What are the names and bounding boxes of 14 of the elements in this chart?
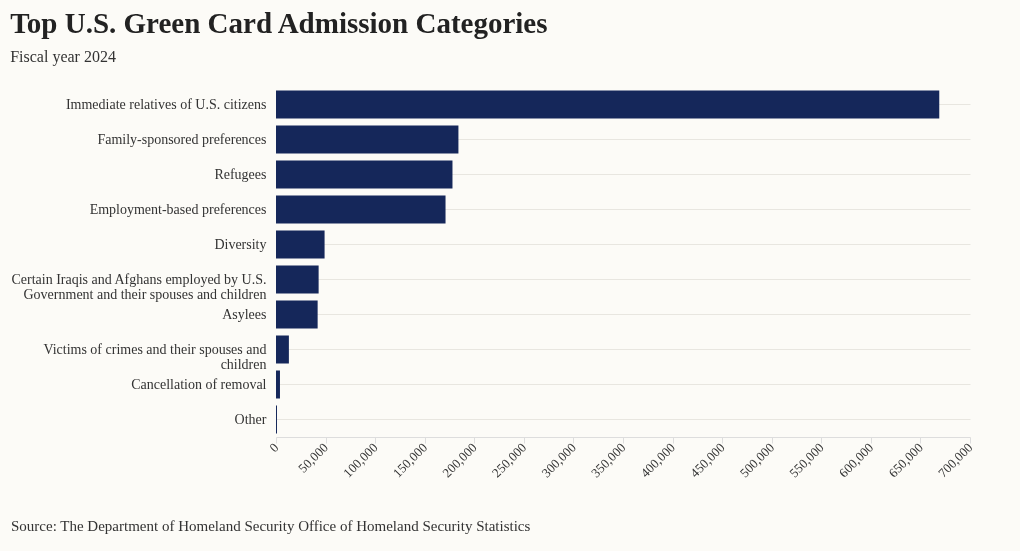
y-tick-label: Other xyxy=(234,411,267,427)
y-tick-label: Immediate relatives of U.S. citizens xyxy=(65,96,267,112)
y-tick-label: Cancellation of removal xyxy=(131,376,267,392)
y-tick-label: Refugees xyxy=(214,166,267,182)
y-tick-label: Certain Iraqis and Afghans employed by U.S. Government and their spouses and children xyxy=(11,271,267,302)
y-tick-label: Victims of crimes and their spouses and children xyxy=(43,341,267,372)
y-tick-label: Employment-based preferences xyxy=(89,201,267,217)
source-note: Source: The Department of Homeland Security Office of Homeland Security Statistics xyxy=(11,518,531,535)
y-tick-label: Diversity xyxy=(214,236,267,252)
y-tick-label: Family-sponsored preferences xyxy=(97,131,267,147)
x-tick-label: 0 xyxy=(266,439,282,456)
y-tick-label: Asylees xyxy=(222,306,267,322)
chart-title: Top U.S. Green Card Admission Categories xyxy=(10,7,548,39)
text: Fiscal year 2024 xyxy=(10,48,116,66)
